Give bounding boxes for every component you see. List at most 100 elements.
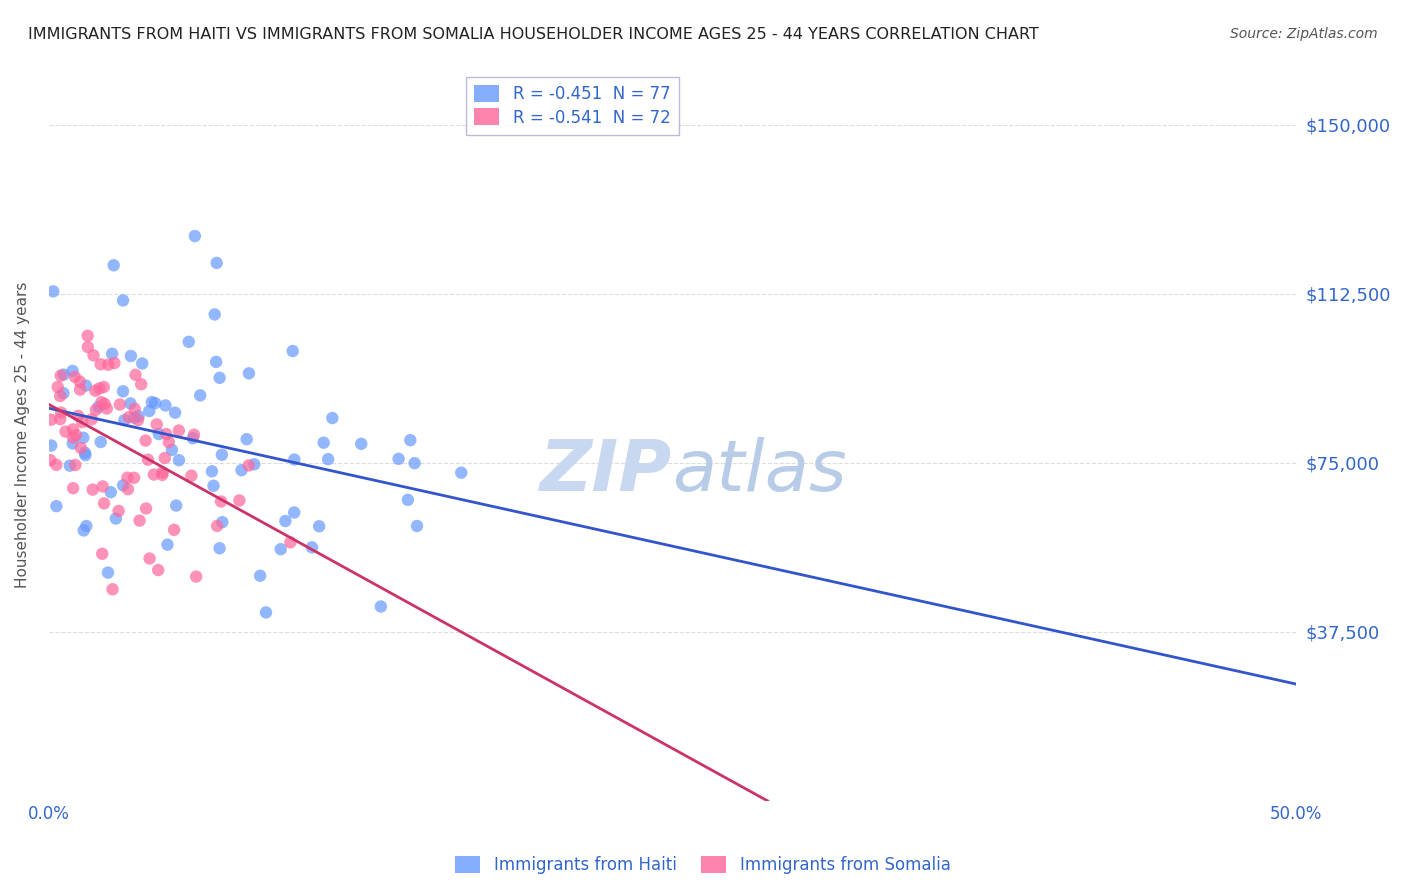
Point	[129, 377, 152, 392]
Point	[104, 511, 127, 525]
Point	[101, 347, 124, 361]
Point	[177, 334, 200, 349]
Point	[45, 499, 67, 513]
Point	[160, 442, 183, 457]
Point	[62, 364, 84, 378]
Point	[80, 412, 103, 426]
Point	[84, 402, 107, 417]
Point	[76, 328, 98, 343]
Point	[204, 308, 226, 322]
Point	[155, 427, 177, 442]
Point	[65, 428, 87, 442]
Point	[52, 386, 75, 401]
Point	[100, 485, 122, 500]
Point	[208, 371, 231, 385]
Point	[148, 563, 170, 577]
Y-axis label: Householder Income Ages 25 - 44 years: Householder Income Ages 25 - 44 years	[15, 281, 30, 588]
Point	[283, 506, 305, 520]
Point	[117, 482, 139, 496]
Point	[67, 409, 90, 423]
Point	[188, 388, 211, 402]
Point	[42, 285, 65, 299]
Point	[52, 368, 75, 382]
Point	[89, 381, 111, 395]
Point	[281, 344, 304, 359]
Point	[83, 348, 105, 362]
Point	[399, 434, 422, 448]
Point	[138, 551, 160, 566]
Point	[107, 504, 129, 518]
Point	[211, 448, 233, 462]
Point	[167, 424, 190, 438]
Point	[108, 397, 131, 411]
Point	[96, 401, 118, 416]
Point	[163, 523, 186, 537]
Point	[387, 451, 409, 466]
Point	[120, 349, 142, 363]
Point	[243, 458, 266, 472]
Point	[87, 400, 110, 414]
Point	[202, 479, 225, 493]
Point	[205, 355, 228, 369]
Point	[308, 519, 330, 533]
Point	[135, 434, 157, 448]
Point	[103, 356, 125, 370]
Point	[208, 541, 231, 556]
Point	[165, 406, 187, 420]
Text: atlas: atlas	[672, 437, 846, 506]
Point	[122, 471, 145, 485]
Point	[59, 458, 82, 473]
Point	[254, 606, 277, 620]
Point	[97, 358, 120, 372]
Point	[283, 452, 305, 467]
Point	[118, 410, 141, 425]
Point	[184, 229, 207, 244]
Point	[46, 380, 69, 394]
Point	[135, 501, 157, 516]
Point	[280, 535, 302, 549]
Point	[75, 519, 97, 533]
Point	[155, 399, 177, 413]
Point	[370, 599, 392, 614]
Point	[39, 453, 62, 467]
Point	[39, 438, 62, 452]
Point	[128, 409, 150, 424]
Point	[270, 542, 292, 557]
Point	[62, 431, 84, 445]
Point	[404, 456, 426, 470]
Point	[124, 410, 146, 425]
Point	[97, 566, 120, 580]
Point	[90, 357, 112, 371]
Point	[117, 471, 139, 485]
Point	[69, 383, 91, 397]
Point	[72, 415, 94, 429]
Point	[73, 445, 96, 459]
Point	[157, 435, 180, 450]
Point	[103, 258, 125, 272]
Point	[73, 524, 96, 538]
Point	[186, 569, 208, 583]
Text: ZIP: ZIP	[540, 437, 672, 506]
Point	[90, 395, 112, 409]
Point	[45, 458, 67, 472]
Point	[167, 453, 190, 467]
Point	[62, 481, 84, 495]
Point	[49, 406, 72, 420]
Point	[148, 427, 170, 442]
Point	[49, 389, 72, 403]
Point	[136, 452, 159, 467]
Point	[128, 514, 150, 528]
Point	[209, 494, 232, 508]
Point	[138, 404, 160, 418]
Point	[120, 396, 142, 410]
Point	[165, 499, 187, 513]
Point	[450, 466, 472, 480]
Point	[249, 568, 271, 582]
Point	[69, 375, 91, 389]
Point	[350, 437, 373, 451]
Point	[76, 340, 98, 354]
Point	[112, 413, 135, 427]
Point	[312, 435, 335, 450]
Point	[75, 378, 97, 392]
Point	[406, 519, 429, 533]
